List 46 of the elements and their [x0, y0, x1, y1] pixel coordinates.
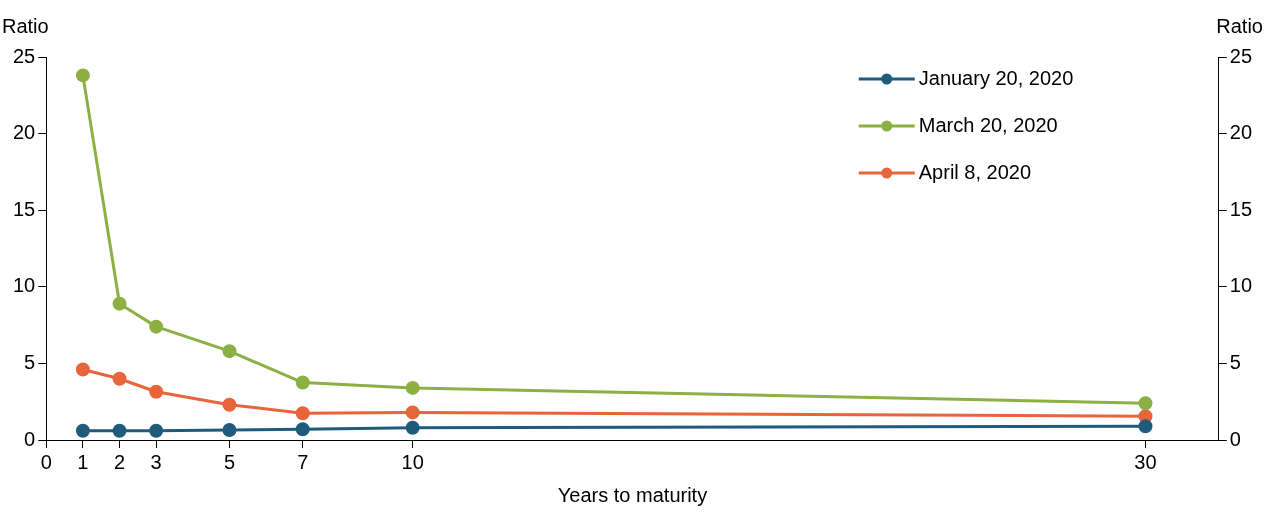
legend-label: April 8, 2020 — [918, 160, 1032, 183]
point — [1138, 419, 1153, 434]
y-tick-label: 15 — [13, 197, 36, 220]
x-tick-label: 5 — [223, 450, 236, 473]
point — [149, 384, 164, 399]
x-tick-label: 7 — [297, 450, 309, 473]
x-axis-title: Years to maturity — [557, 483, 708, 506]
point — [405, 420, 420, 435]
x-tick-label: 1 — [77, 450, 89, 473]
point — [405, 405, 420, 420]
y2-tick-label: 5 — [1229, 350, 1241, 373]
x-tick-label: 0 — [40, 450, 52, 473]
legend-label: March 20, 2020 — [918, 113, 1058, 136]
point — [295, 375, 310, 390]
point — [405, 380, 420, 395]
point — [75, 68, 90, 83]
point — [112, 296, 127, 311]
y-tick-label: 5 — [24, 350, 36, 373]
x-tick-label: 2 — [113, 450, 126, 473]
x-tick-label: 30 — [1134, 450, 1157, 473]
y2-axis-title: Ratio — [1216, 14, 1263, 37]
point — [222, 344, 237, 359]
point — [149, 319, 164, 334]
x-tick-label: 10 — [401, 450, 424, 473]
x-tick-label: 3 — [150, 450, 162, 473]
point — [112, 423, 127, 438]
y2-tick-label: 0 — [1229, 427, 1241, 450]
y2-tick-label: 10 — [1229, 274, 1252, 297]
point — [75, 362, 90, 377]
y-tick-label: 25 — [13, 44, 36, 67]
point — [1138, 396, 1153, 411]
y-tick-label: 10 — [13, 274, 36, 297]
point — [222, 397, 237, 412]
point — [149, 423, 164, 438]
y-tick-label: 0 — [24, 427, 36, 450]
y2-tick-label: 20 — [1229, 121, 1252, 144]
y-axis-title: Ratio — [2, 14, 49, 37]
point — [112, 371, 127, 386]
y-tick-label: 20 — [13, 121, 36, 144]
y2-tick-label: 15 — [1229, 197, 1252, 220]
point — [222, 423, 237, 438]
point — [75, 423, 90, 438]
legend-label: January 20, 2020 — [918, 66, 1074, 89]
point — [295, 406, 310, 421]
y2-tick-label: 25 — [1229, 44, 1252, 67]
point — [295, 422, 310, 437]
